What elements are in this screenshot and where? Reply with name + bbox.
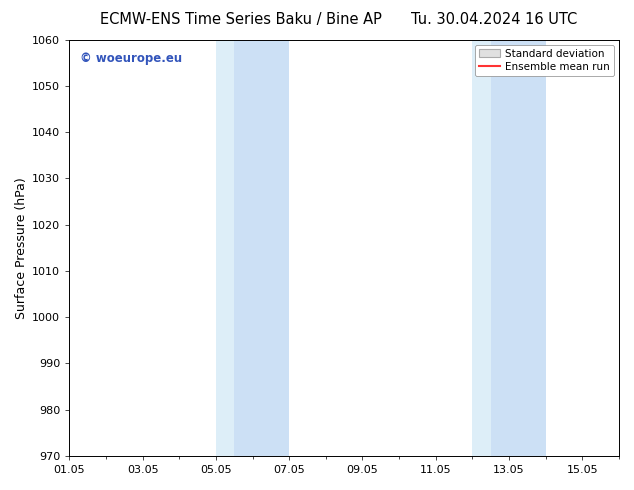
Y-axis label: Surface Pressure (hPa): Surface Pressure (hPa)	[15, 177, 28, 318]
Text: ECMW-ENS Time Series Baku / Bine AP: ECMW-ENS Time Series Baku / Bine AP	[100, 12, 382, 27]
Text: © woeurope.eu: © woeurope.eu	[81, 52, 183, 65]
Text: Tu. 30.04.2024 16 UTC: Tu. 30.04.2024 16 UTC	[411, 12, 578, 27]
Bar	[491, 40, 546, 456]
Bar	[234, 40, 289, 456]
Bar	[216, 40, 234, 456]
Legend: Standard deviation, Ensemble mean run: Standard deviation, Ensemble mean run	[475, 45, 614, 76]
Bar	[472, 40, 491, 456]
